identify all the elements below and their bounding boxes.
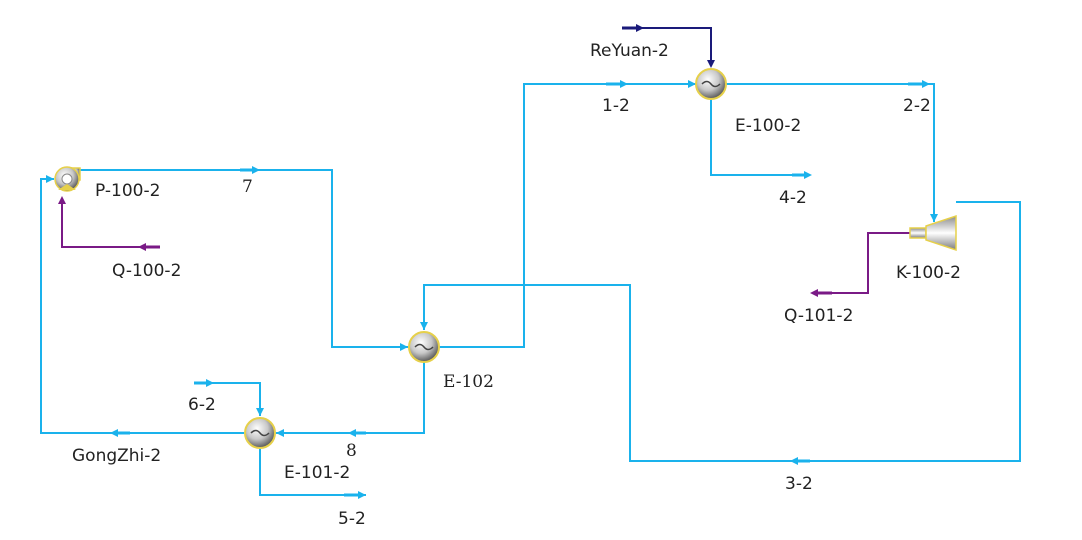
arrow-1-2 [620,80,628,88]
heat-exchanger-icon[interactable] [696,69,726,99]
arrow-3-2 [790,457,798,465]
label-stream-2-2: 2-2 [903,96,931,116]
arrow-q-101-2 [810,289,818,297]
arrow-into-e100 [688,80,696,88]
label-p-100-2: P-100-2 [95,181,160,201]
arrow-6-2 [206,379,214,387]
energy-line-q-100-2[interactable] [62,198,152,247]
label-stream-7: 7 [242,177,253,197]
label-stream-4-2: 4-2 [779,188,807,208]
label-e-102: E-102 [443,372,494,392]
arrow-into-k100 [930,214,938,222]
arrow-into-pump [46,175,54,183]
arrow-5-2 [358,491,366,499]
pump-icon[interactable] [55,167,80,191]
label-k-100-2: K-100-2 [896,263,961,283]
arrow-7 [252,166,260,174]
arrow-into-e102 [400,343,408,351]
arrow-2-2 [922,80,930,88]
stream-line-8[interactable] [276,362,424,433]
arrow-into-e101 [276,429,284,437]
label-stream-6-2: 6-2 [188,395,216,415]
label-q-100-2: Q-100-2 [112,261,181,281]
arrow-8 [348,429,356,437]
stream-line-4-2[interactable] [711,100,804,175]
label-stream-8: 8 [346,441,357,461]
arrow-reyuan-2 [707,60,715,68]
arrow-q-100-2 [58,196,66,204]
arrow-into-e102-top [420,322,428,330]
stream-line-1-2[interactable] [438,84,696,347]
label-stream-3-2: 3-2 [785,474,813,494]
label-stream-1-2: 1-2 [602,96,630,116]
heat-exchanger-icon[interactable] [409,332,439,362]
arrow-gongzhi-2 [110,429,118,437]
label-e-100-2: E-100-2 [735,116,801,136]
heat-exchanger-icon[interactable] [245,418,275,448]
label-q-101-2: Q-101-2 [784,306,853,326]
label-e-101-2: E-101-2 [284,463,350,483]
label-stream-gongzhi-2: GongZhi-2 [72,446,161,466]
label-reyuan-2: ReYuan-2 [590,41,669,61]
arrow-4-2 [804,171,812,179]
label-stream-5-2: 5-2 [338,509,366,529]
arrow-into-e101-top [256,408,264,416]
